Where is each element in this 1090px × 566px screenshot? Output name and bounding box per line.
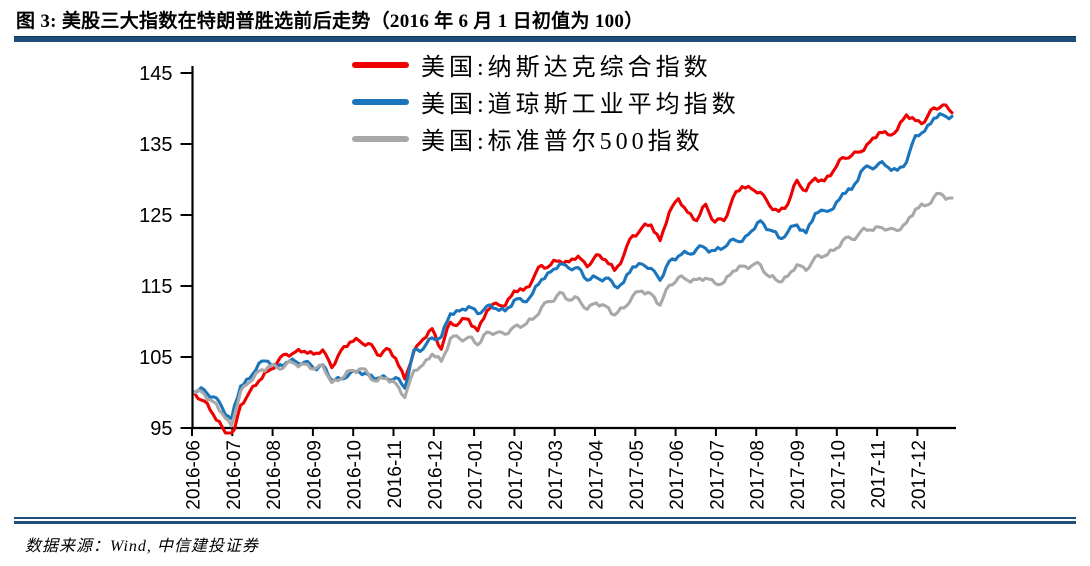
x-tick-label: 2016-11 [385, 440, 406, 508]
legend-item-sp500: 美国:标准普尔500指数 [352, 124, 740, 155]
x-tick-label: 2017-12 [909, 440, 930, 510]
y-tick-label: 135 [139, 134, 172, 156]
sp500-line [193, 191, 954, 428]
x-tick-label: 2016-10 [345, 440, 366, 510]
x-tick-label: 2016-06 [184, 440, 205, 510]
x-tick-label: 2017-02 [506, 440, 527, 510]
x-tick-label: 2017-07 [707, 440, 728, 510]
footer-divider-thin [14, 517, 1076, 519]
y-tick-label: 115 [141, 276, 173, 298]
legend-label-nasdaq: 美国:纳斯达克综合指数 [421, 55, 712, 81]
figure-title: 图 3: 美股三大指数在特朗普胜选前后走势（2016 年 6 月 1 日初值为 … [16, 11, 644, 32]
sp500-line-swatch [352, 135, 409, 142]
footer-divider [14, 517, 1076, 524]
x-tick-label: 2016-09 [304, 440, 325, 510]
x-tick-label: 2017-08 [748, 440, 769, 510]
chart-legend: 美国:纳斯达克综合指数 美国:道琼斯工业平均指数 美国:标准普尔500指数 [352, 50, 740, 155]
x-tick-label: 2017-09 [788, 440, 809, 510]
y-tick-label: 105 [139, 347, 172, 369]
y-tick-label: 95 [150, 418, 172, 440]
x-tick-label: 2017-04 [587, 440, 608, 510]
dow-line-swatch [352, 98, 409, 105]
y-tick-label: 125 [139, 205, 172, 227]
legend-item-nasdaq: 美国:纳斯达克综合指数 [352, 50, 740, 81]
x-tick-label: 2016-07 [224, 440, 245, 510]
nasdaq-line-swatch [352, 61, 409, 68]
nasdaq-line [193, 103, 954, 435]
y-tick-label: 145 [139, 63, 172, 85]
x-tick-label: 2017-06 [667, 440, 688, 510]
x-tick-label: 2017-11 [869, 440, 890, 508]
footer-divider-thick [14, 520, 1076, 524]
x-tick-label: 2016-08 [264, 440, 285, 510]
legend-item-dow: 美国:道琼斯工业平均指数 [352, 87, 740, 118]
legend-label-dow: 美国:道琼斯工业平均指数 [421, 92, 740, 118]
x-tick-label: 2017-10 [828, 440, 849, 510]
x-tick-label: 2016-12 [425, 440, 446, 510]
data-source: 数据来源：Wind, 中信建投证券 [25, 538, 259, 555]
axes: 145 135 125 115 105 95 2016-06 2016-07 2016-08 20… [139, 63, 956, 510]
x-tick-label: 2017-01 [466, 440, 487, 510]
x-tick-label: 2017-05 [627, 440, 648, 510]
legend-label-sp500: 美国:标准普尔500指数 [421, 129, 704, 155]
title-divider [14, 36, 1076, 42]
x-tick-label: 2017-03 [546, 440, 567, 510]
series-lines [193, 103, 954, 435]
